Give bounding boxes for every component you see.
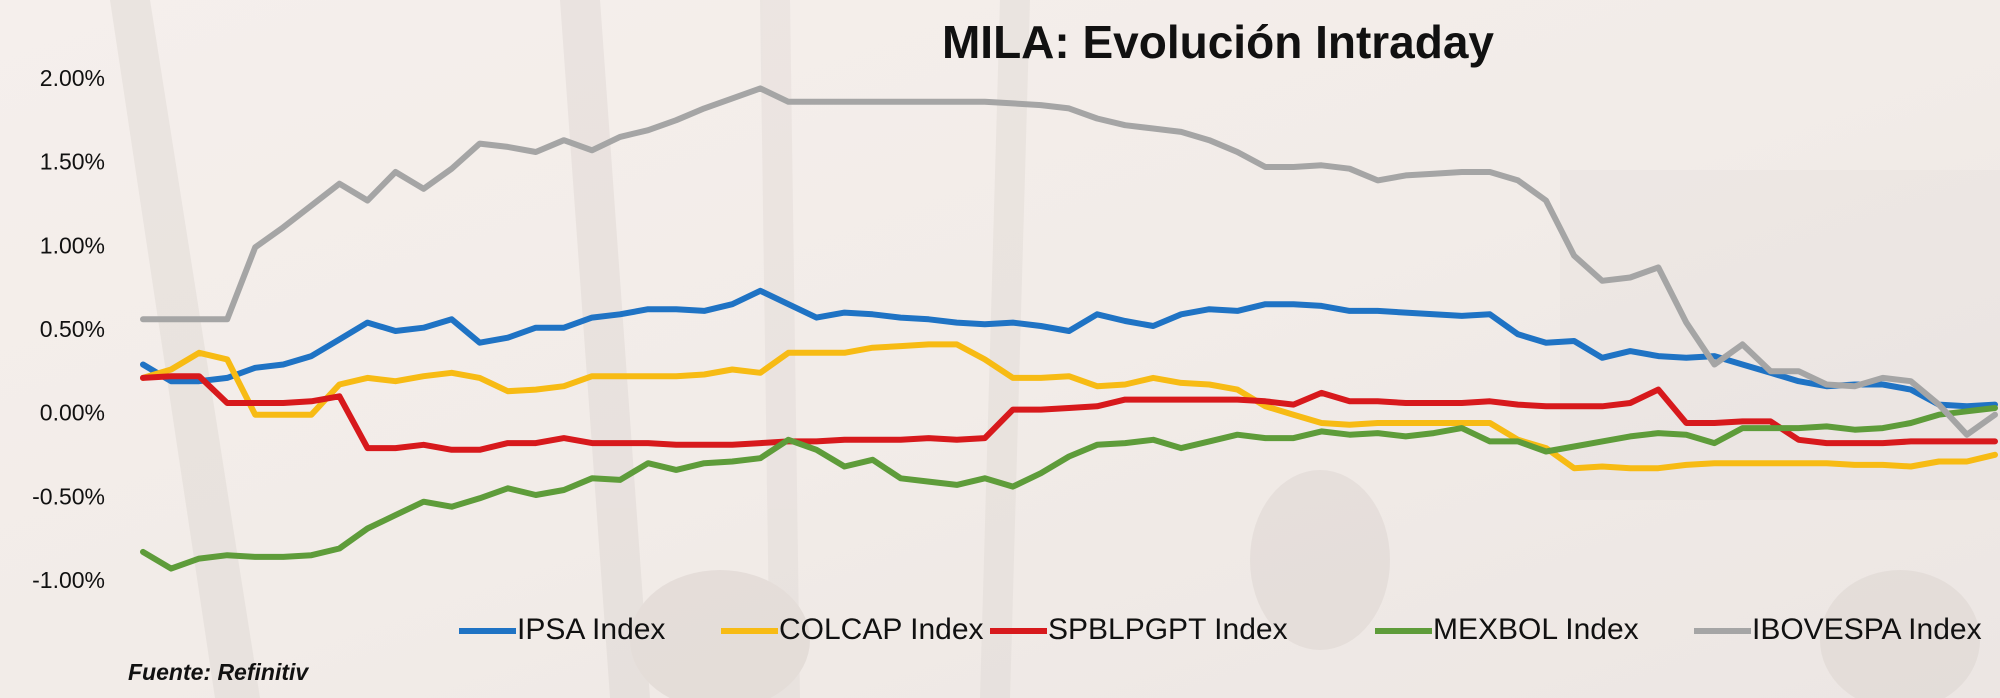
y-tick-label: -1.00%: [32, 567, 105, 593]
legend-label: MEXBOL Index: [1433, 613, 1639, 646]
y-tick-label: 1.50%: [40, 149, 105, 175]
y-tick-label: 0.50%: [40, 316, 105, 342]
y-tick-label: -0.50%: [32, 483, 105, 509]
legend-label: IPSA Index: [517, 613, 665, 646]
chart-title: MILA: Evolución Intraday: [942, 16, 1494, 68]
legend-label: COLCAP Index: [779, 613, 984, 646]
y-tick-label: 1.00%: [40, 232, 105, 258]
y-tick-label: 0.00%: [40, 400, 105, 426]
legend-label: SPBLPGPT Index: [1048, 613, 1288, 646]
page: MILA: Evolución Intraday Fuente: Refinit…: [0, 0, 2000, 698]
source-note: Fuente: Refinitiv: [128, 659, 309, 685]
legend-label: IBOVESPA Index: [1752, 613, 1982, 646]
chart: MILA: Evolución Intraday Fuente: Refinit…: [0, 0, 2000, 698]
y-tick-label: 2.00%: [40, 65, 105, 91]
